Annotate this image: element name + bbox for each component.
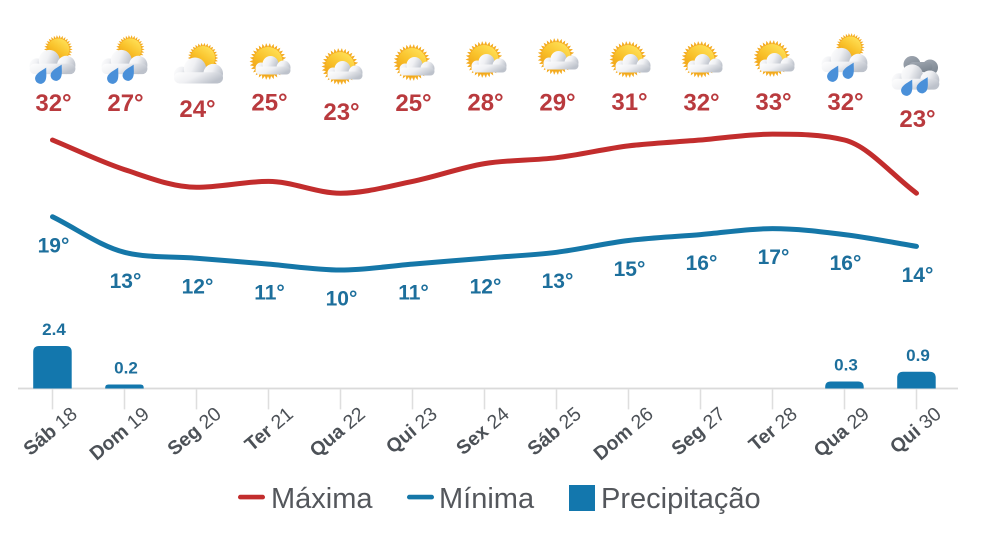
svg-text:17°: 17° (758, 246, 790, 269)
svg-text:19°: 19° (38, 234, 70, 257)
svg-text:24°: 24° (179, 96, 215, 123)
svg-text:10°: 10° (326, 288, 358, 311)
svg-text:32°: 32° (35, 90, 71, 117)
svg-text:31°: 31° (611, 89, 647, 116)
svg-text:11°: 11° (398, 282, 429, 305)
svg-text:13°: 13° (542, 270, 574, 293)
svg-text:Precipitação: Precipitação (601, 483, 761, 515)
svg-text:29°: 29° (539, 90, 575, 117)
svg-text:14°: 14° (902, 264, 934, 287)
svg-text:27°: 27° (107, 90, 143, 117)
svg-text:25°: 25° (395, 90, 431, 117)
svg-text:Mínima: Mínima (439, 483, 535, 515)
svg-text:33°: 33° (755, 89, 791, 116)
svg-text:12°: 12° (470, 276, 502, 299)
svg-text:0.9: 0.9 (906, 346, 930, 365)
svg-text:0.2: 0.2 (114, 359, 138, 378)
svg-text:13°: 13° (110, 270, 142, 293)
svg-text:28°: 28° (467, 90, 503, 117)
svg-text:Máxima: Máxima (271, 483, 373, 515)
svg-text:25°: 25° (251, 90, 287, 117)
svg-text:23°: 23° (323, 99, 359, 126)
svg-text:12°: 12° (182, 276, 214, 299)
svg-text:32°: 32° (683, 90, 719, 117)
svg-text:2.4: 2.4 (42, 320, 66, 339)
svg-text:23°: 23° (899, 106, 935, 133)
svg-text:16°: 16° (686, 252, 718, 275)
svg-text:0.3: 0.3 (834, 356, 858, 375)
svg-text:16°: 16° (830, 252, 862, 275)
svg-text:15°: 15° (614, 258, 646, 281)
svg-text:32°: 32° (827, 89, 863, 116)
svg-text:11°: 11° (254, 282, 285, 305)
